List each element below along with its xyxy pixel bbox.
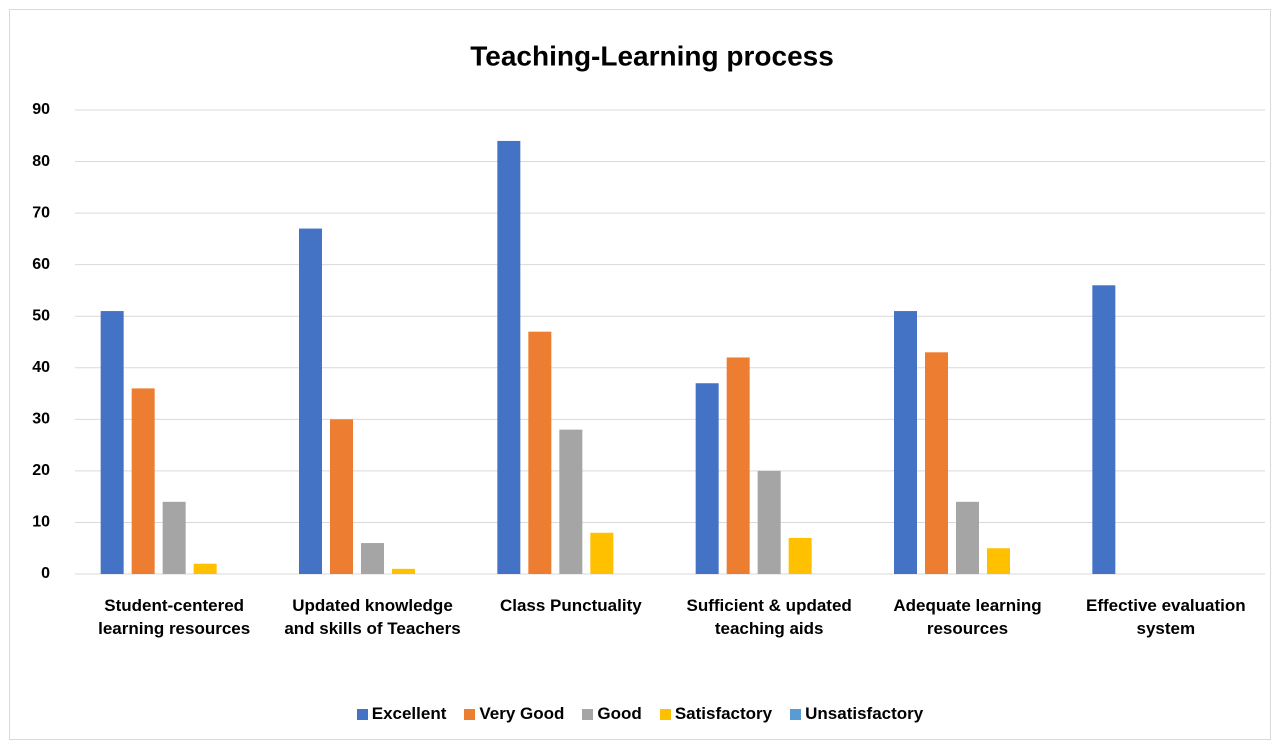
y-tick-label: 40 <box>32 359 50 376</box>
chart-title: Teaching-Learning process <box>470 40 834 71</box>
y-tick-label: 20 <box>32 462 50 479</box>
bar <box>757 470 781 574</box>
legend-swatch <box>659 708 671 720</box>
bar <box>788 537 812 574</box>
x-tick-label: Sufficient & updated teaching aids <box>686 596 852 638</box>
legend-swatch <box>464 708 476 720</box>
bar <box>1092 285 1116 574</box>
x-tick-label: Effective evaluation system <box>1085 596 1246 638</box>
y-tick-label: 30 <box>32 411 50 428</box>
legend-item: Unsatisfactory <box>790 704 923 724</box>
bar <box>894 311 917 574</box>
x-tick-label: Student-centered learning resources <box>98 596 251 638</box>
bar <box>956 501 979 574</box>
bar <box>925 352 948 574</box>
bar <box>361 543 384 574</box>
legend-item: Excellent <box>356 704 447 724</box>
x-tick-label: Updated knowledge and skills of Teachers <box>284 596 461 638</box>
bar <box>497 140 521 574</box>
y-tick-label: 90 <box>32 101 50 118</box>
y-tick-label: 10 <box>32 514 50 531</box>
legend-label: Excellent <box>371 704 447 723</box>
y-tick-label: 50 <box>32 307 50 324</box>
bar <box>528 331 552 574</box>
legend-item: Good <box>582 704 642 724</box>
legend-label: Satisfactory <box>674 704 773 723</box>
legend: Excellent Very Good Good Satisfactory Unsati… <box>0 704 1280 724</box>
bar <box>987 548 1010 574</box>
bar <box>559 429 583 574</box>
bar <box>392 568 415 574</box>
bar <box>726 357 750 574</box>
bar <box>193 563 217 574</box>
bar <box>131 388 155 574</box>
legend-item: Satisfactory <box>659 704 773 724</box>
legend-item: Very Good <box>464 704 564 724</box>
y-tick-label: 60 <box>32 256 50 273</box>
bar <box>330 419 353 574</box>
bar <box>100 311 124 574</box>
x-tick-label: Class Punctuality <box>499 596 642 615</box>
legend-swatch <box>790 708 802 720</box>
bar <box>590 532 614 574</box>
y-tick-label: 70 <box>32 204 50 221</box>
legend-label: Good <box>597 704 642 723</box>
y-tick-label: 80 <box>32 153 50 170</box>
bar <box>695 383 719 574</box>
y-tick-label: 0 <box>41 565 50 582</box>
legend-swatch <box>582 708 594 720</box>
x-tick-label: Adequate learning resources <box>893 596 1042 638</box>
legend-label: Unsatisfactory <box>805 704 924 723</box>
bar <box>299 228 322 575</box>
bar <box>162 501 186 574</box>
legend-label: Very Good <box>479 704 565 723</box>
chart-border <box>9 9 1271 740</box>
legend-swatch <box>356 708 368 720</box>
